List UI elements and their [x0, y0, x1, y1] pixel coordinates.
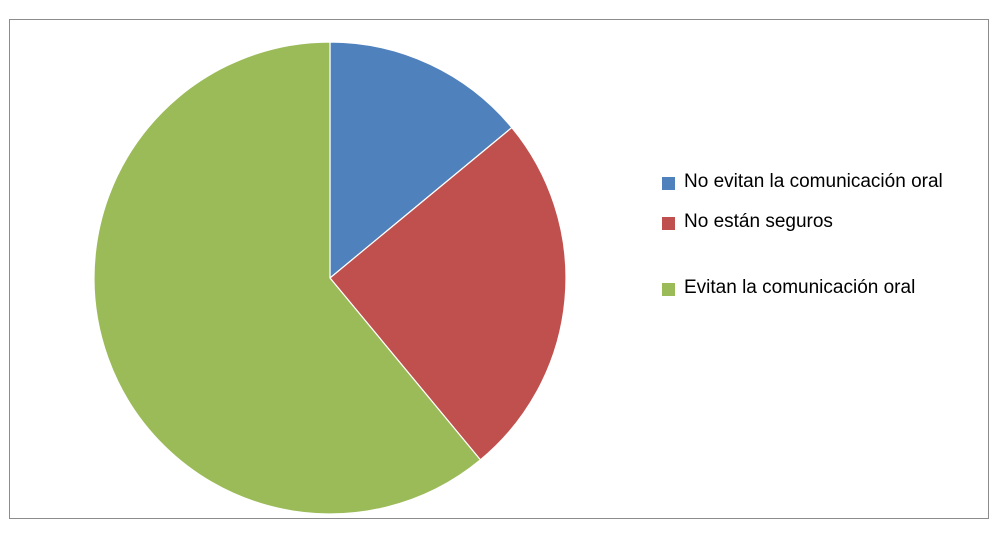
legend-swatch-no-seguros [662, 217, 675, 230]
legend: No evitan la comunicación oral No están … [660, 168, 990, 302]
pie-slice-no-seguros [329, 126, 567, 461]
legend-swatch-no-evitan [662, 177, 675, 190]
legend-label-evitan: Evitan la comunicación oral [684, 277, 916, 298]
legend-item-no-seguros: No están seguros [660, 208, 990, 236]
legend-item-no-evitan: No evitan la comunicación oral [660, 168, 990, 196]
legend-item-evitan: Evitan la comunicación oral [660, 274, 990, 302]
legend-label-no-seguros: No están seguros [684, 211, 833, 232]
pie-slice-evitan [93, 41, 482, 515]
pie-slice-no-evitan [329, 41, 513, 279]
legend-label-no-evitan: No evitan la comunicación oral [684, 171, 943, 192]
legend-swatch-evitan [662, 283, 675, 296]
